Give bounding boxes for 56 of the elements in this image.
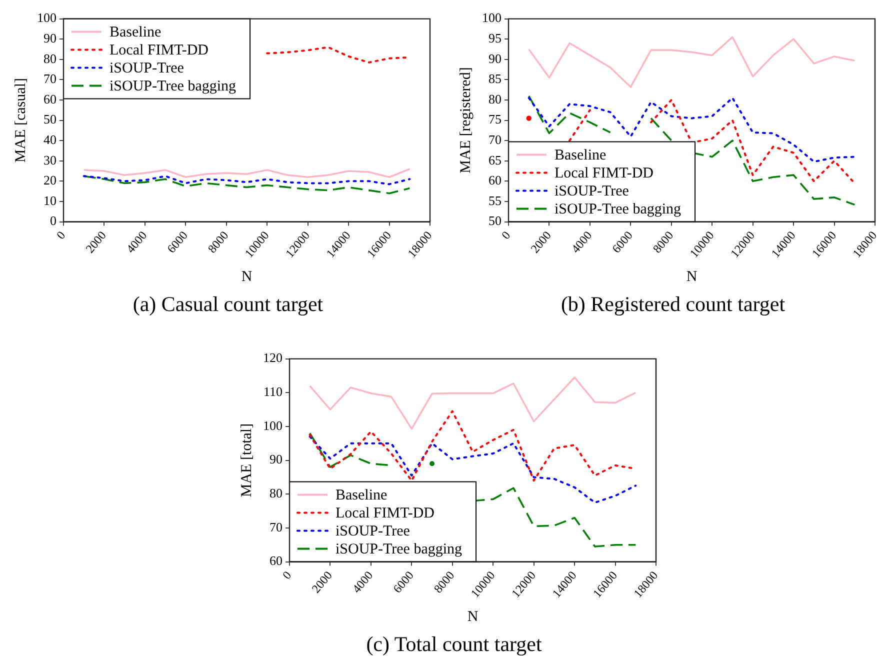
x-axis-title: N bbox=[467, 608, 478, 625]
y-tick-label: 70 bbox=[488, 132, 502, 147]
line-series bbox=[82, 175, 411, 186]
legend-label: iSOUP-Tree bagging bbox=[554, 202, 682, 218]
y-axis-title: MAE [registered] bbox=[458, 67, 474, 174]
legend-label: iSOUP-Tree bagging bbox=[336, 542, 463, 558]
y-tick-label: 10 bbox=[44, 192, 56, 208]
y-tick-label: 110 bbox=[263, 384, 282, 400]
y-tick-label: 100 bbox=[37, 10, 56, 26]
y-tick-label: 60 bbox=[44, 91, 56, 106]
y-tick-label: 90 bbox=[44, 30, 56, 46]
y-tick-label: 70 bbox=[270, 519, 282, 534]
y-tick-label: 80 bbox=[270, 486, 282, 501]
y-tick-label: 75 bbox=[488, 112, 502, 127]
y-tick-label: 60 bbox=[270, 553, 282, 568]
y-tick-label: 20 bbox=[44, 172, 56, 188]
legend-label: Baseline bbox=[336, 488, 388, 504]
y-tick-label: 85 bbox=[488, 71, 502, 86]
y-axis-title: MAE [casual] bbox=[12, 78, 29, 163]
text: (b) Registered count target bbox=[560, 292, 786, 317]
x-axis-title: N bbox=[686, 268, 698, 285]
legend-label: iSOUP-Tree bbox=[110, 60, 184, 77]
legend-label: Baseline bbox=[110, 24, 162, 41]
y-axis-title: MAE [total] bbox=[238, 423, 255, 498]
legend-label: Baseline bbox=[554, 148, 606, 164]
y-tick-label: 100 bbox=[482, 10, 502, 26]
legend-label: Local FIMT-DD bbox=[554, 166, 654, 182]
line-series bbox=[308, 436, 637, 504]
text: (a) Casual count target bbox=[132, 292, 324, 317]
y-tick-label: 80 bbox=[488, 91, 502, 106]
x-tick-label: 0 bbox=[54, 228, 68, 242]
y-tick-label: 65 bbox=[488, 152, 502, 168]
x-axis-title: N bbox=[241, 268, 252, 285]
y-tick-label: 120 bbox=[263, 350, 282, 366]
y-tick-label: 0 bbox=[50, 213, 56, 228]
y-tick-label: 80 bbox=[44, 50, 56, 66]
x-tick-label: 0 bbox=[498, 228, 514, 242]
y-tick-label: 95 bbox=[488, 30, 502, 46]
y-tick-label: 40 bbox=[44, 132, 56, 147]
y-tick-label: 60 bbox=[488, 172, 502, 188]
y-tick-label: 50 bbox=[488, 213, 502, 228]
y-tick-label: 90 bbox=[270, 452, 282, 467]
y-tick-label: 70 bbox=[44, 71, 56, 86]
legend-label: iSOUP-Tree bagging bbox=[110, 78, 237, 95]
y-tick-label: 30 bbox=[44, 152, 56, 168]
x-tick-label: 0 bbox=[280, 568, 294, 582]
legend-label: Local FIMT-DD bbox=[110, 42, 209, 59]
text: (c) Total count target bbox=[365, 632, 543, 657]
y-tick-label: 100 bbox=[263, 418, 282, 433]
y-tick-label: 50 bbox=[44, 112, 56, 127]
line-series bbox=[528, 96, 856, 163]
legend-label: iSOUP-Tree bbox=[336, 524, 410, 540]
legend-label: iSOUP-Tree bbox=[554, 184, 630, 200]
y-tick-label: 90 bbox=[488, 50, 502, 66]
y-tick-label: 55 bbox=[488, 192, 502, 208]
legend-label: Local FIMT-DD bbox=[336, 506, 435, 522]
